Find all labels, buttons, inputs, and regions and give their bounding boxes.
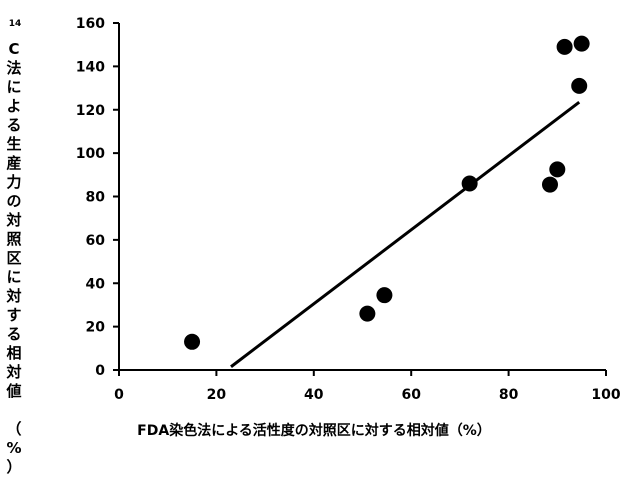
y-axis-title-char: ） [6, 458, 22, 476]
x-tick-label: 60 [401, 387, 421, 403]
y-axis-title-superscript: 14 [8, 19, 22, 29]
data-point [571, 77, 588, 94]
y-axis-title-char: に [6, 78, 22, 96]
y-axis-title-char: 対 [6, 363, 22, 381]
scatter-chart: 0 20 40 60 80 100 0 20 40 60 80 100 120 140 160 [76, 16, 621, 403]
y-tick-label: 20 [86, 320, 106, 336]
y-axis-title-char: 対 [6, 287, 22, 305]
y-tick-label: 40 [86, 276, 106, 292]
y-axis-title-char: 対 [6, 211, 22, 229]
y-axis-title-char: よ [6, 97, 22, 115]
x-tick-label: 40 [304, 387, 324, 403]
y-axis-title-char: の [6, 192, 22, 210]
y-tick-label: 140 [76, 59, 105, 75]
y-tick-label: 0 [95, 363, 105, 379]
y-axis-title-char: 値 [6, 382, 22, 400]
y-axis-title-char: 相 [6, 344, 22, 362]
trend-line [230, 100, 581, 368]
x-tick-label: 0 [114, 387, 124, 403]
data-point [461, 175, 478, 192]
y-axis-title-char: 力 [6, 173, 22, 191]
data-point [573, 35, 590, 52]
y-tick-label: 120 [76, 103, 105, 119]
y-tick-label: 60 [86, 233, 106, 249]
y-axis-title-char: （ [6, 420, 22, 438]
data-point [184, 333, 201, 350]
data-point [556, 38, 573, 55]
y-tick-label: 160 [76, 16, 105, 32]
y-tick-label: 80 [86, 190, 106, 206]
y-axis-title-char: る [6, 116, 22, 134]
y-axis-title-char: 照 [6, 230, 22, 248]
y-axis-title-char: % [6, 439, 22, 457]
x-tick-label: 20 [207, 387, 227, 403]
y-axis-title-char: す [6, 306, 22, 324]
x-tick-label: 80 [499, 387, 519, 403]
y-axis-title-char: る [6, 325, 22, 343]
y-axis-title-char: C [8, 40, 20, 58]
data-point [541, 176, 558, 193]
data-point [376, 287, 393, 304]
data-point [549, 161, 566, 178]
data-point [359, 305, 376, 322]
x-axis-title: FDA染色法による活性度の対照区に対する相対値（%） [137, 423, 491, 439]
y-axis-title-char: 区 [6, 249, 22, 267]
y-axis-title-char [2, 401, 26, 420]
y-axis-title-char: 生 [6, 135, 22, 153]
x-tick-label: 100 [591, 387, 620, 403]
y-tick-label: 100 [76, 146, 105, 162]
y-axis-title-char: 法 [6, 59, 22, 77]
y-axis-title-char: 産 [6, 154, 22, 172]
y-axis-title-char: に [6, 268, 22, 286]
